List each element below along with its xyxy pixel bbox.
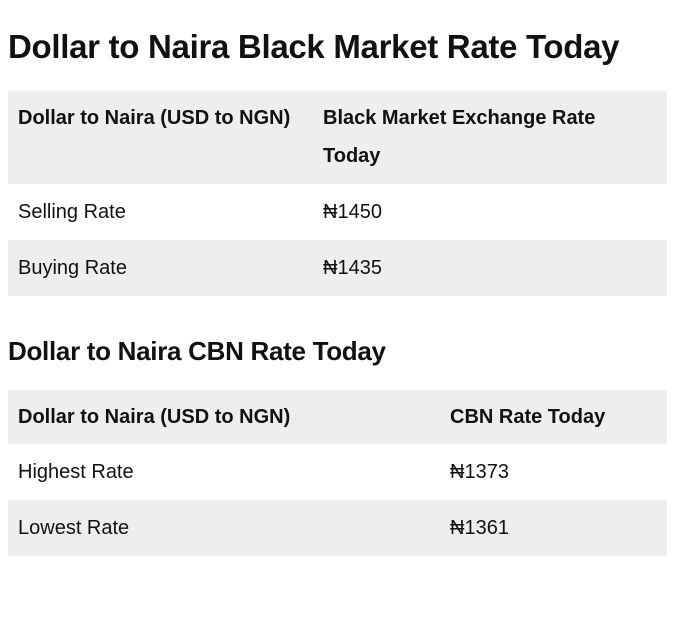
column-header: Dollar to Naira (USD to NGN) — [18, 406, 291, 428]
column-header: Black Market Exchange Rate Today — [323, 107, 596, 167]
section-heading: Dollar to Naira CBN Rate Today — [8, 336, 386, 366]
table-row: Lowest Rate ₦1361 — [8, 500, 667, 556]
cbn-rate-table: Dollar to Naira (USD to NGN) CBN Rate To… — [8, 390, 667, 556]
article-content: Dollar to Naira Black Market Rate Today … — [0, 20, 683, 556]
rate-label: Selling Rate — [18, 201, 126, 223]
rate-value: ₦1373 — [450, 461, 509, 483]
rate-label: Highest Rate — [18, 461, 134, 483]
rate-value: ₦1450 — [323, 201, 382, 223]
rate-label: Lowest Rate — [18, 517, 130, 539]
rate-value: ₦1361 — [450, 517, 509, 539]
column-header: Dollar to Naira (USD to NGN) — [18, 107, 291, 129]
table-row: Highest Rate ₦1373 — [8, 444, 667, 500]
table-row: Buying Rate ₦1435 — [8, 240, 667, 296]
table-row: Selling Rate ₦1450 — [8, 184, 667, 240]
rate-value: ₦1435 — [323, 257, 382, 279]
black-market-rate-table: Dollar to Naira (USD to NGN) Black Marke… — [8, 91, 667, 296]
column-header: CBN Rate Today — [450, 406, 606, 428]
page-title: Dollar to Naira Black Market Rate Today — [8, 28, 620, 65]
table-header-row: Dollar to Naira (USD to NGN) CBN Rate To… — [8, 390, 667, 444]
table-header-row: Dollar to Naira (USD to NGN) Black Marke… — [8, 91, 667, 184]
rate-label: Buying Rate — [18, 257, 127, 279]
